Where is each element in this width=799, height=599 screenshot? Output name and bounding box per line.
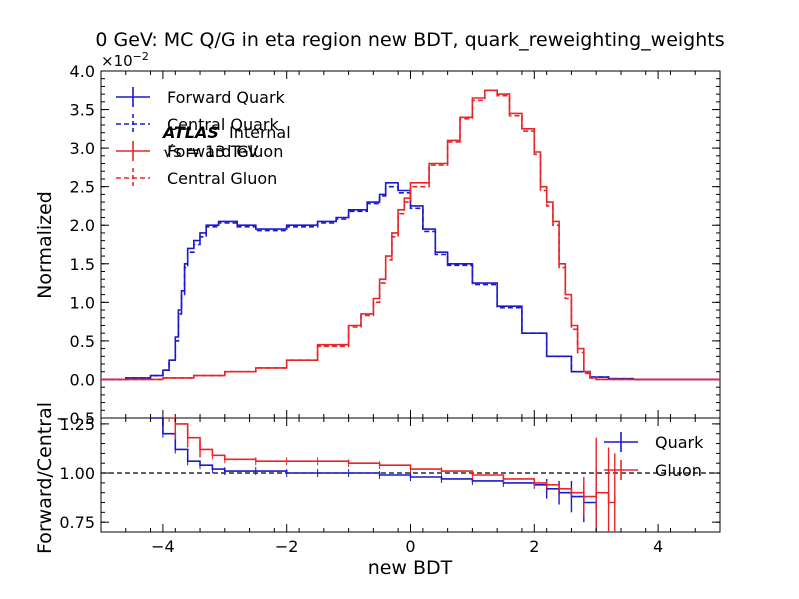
ratio-y-axis-title: Forward/Central (34, 402, 56, 554)
ratio-legend-label: Quark (655, 433, 704, 452)
ratio-panel: 0.75 1.00 1.25 −4 −2 0 2 4 Forward/Central Qua… (34, 402, 721, 556)
legend-label: Forward Gluon (167, 142, 283, 161)
x-tick-label: 0 (405, 537, 415, 556)
x-tick-label: −4 (151, 537, 175, 556)
series-line-forward-quark (101, 182, 720, 381)
main-y-ticks: −0.5 0.0 0.5 1.0 1.5 2.0 2.5 3.0 3.5 4.0 (56, 62, 720, 428)
y-scale-base: ×10 (101, 52, 133, 70)
atlas-label: ATLAS (161, 123, 219, 142)
main-y-axis-title: Normalized (34, 191, 56, 299)
ratio-legend-label: Gluon (655, 461, 702, 480)
ratio-y-tick-label: 0.75 (59, 513, 95, 532)
main-series (101, 89, 720, 381)
legend-entry-central-quark: Central Quark (116, 114, 279, 134)
y-scale-exponent: −2 (133, 50, 149, 63)
series-line-central-quark (101, 185, 720, 381)
atlas-annotation: ATLAS Internal √s = 13 TeV (161, 123, 291, 161)
ratio-line-gluon (169, 417, 616, 504)
legend-entry-forward-quark: Forward Quark (116, 87, 286, 107)
series-line-central-gluon (101, 89, 720, 381)
x-tick-label: −2 (275, 537, 299, 556)
main-y-tick-label: 2.5 (70, 178, 95, 197)
main-y-tick-label: 3.5 (70, 101, 95, 120)
ratio-y-tick-label: 1.25 (59, 415, 95, 434)
legend-entry-central-gluon: Central Gluon (116, 168, 277, 188)
main-y-tick-label: 2.0 (70, 216, 95, 235)
x-tick-label: 4 (653, 537, 663, 556)
ratio-legend-entry-gluon: Gluon (604, 460, 702, 480)
ratio-y-tick-label: 1.00 (59, 464, 95, 483)
y-scale-label: ×10−2 (101, 50, 149, 70)
ratio-legend: Quark Gluon (604, 432, 704, 480)
main-y-tick-label: −0.5 (56, 409, 95, 428)
atlas-status: Internal (229, 123, 291, 142)
main-y-tick-label: 3.0 (70, 139, 95, 158)
ratio-series (101, 417, 720, 532)
main-y-tick-label: 4.0 (70, 62, 95, 81)
x-tick-label: 2 (529, 537, 539, 556)
main-y-tick-label: 0.5 (70, 332, 95, 351)
legend-label: Central Gluon (167, 169, 277, 188)
atlas-energy: √s = 13 TeV (163, 142, 258, 161)
main-legend: Forward Quark Central Quark Forward Gluon C… (116, 87, 286, 188)
x-axis-title: new BDT (368, 557, 453, 579)
main-y-tick-label: 1.5 (70, 255, 95, 274)
legend-entry-forward-gluon: Forward Gluon (116, 141, 283, 161)
ratio-x-ticks: −4 −2 0 2 4 (100, 418, 721, 556)
legend-label: Forward Quark (167, 88, 286, 107)
main-x-ticks (100, 71, 721, 418)
main-panel: −0.5 0.0 0.5 1.0 1.5 2.0 2.5 3.0 3.5 4.0 ×10−2 No… (34, 50, 721, 428)
chart-title: 0 GeV: MC Q/G in eta region new BDT, qua… (95, 29, 724, 51)
ratio-legend-entry-quark: Quark (604, 432, 704, 452)
legend-label: Central Quark (167, 115, 279, 134)
main-y-tick-label: 1.0 (70, 293, 95, 312)
main-y-tick-label: 0.0 (70, 370, 95, 389)
